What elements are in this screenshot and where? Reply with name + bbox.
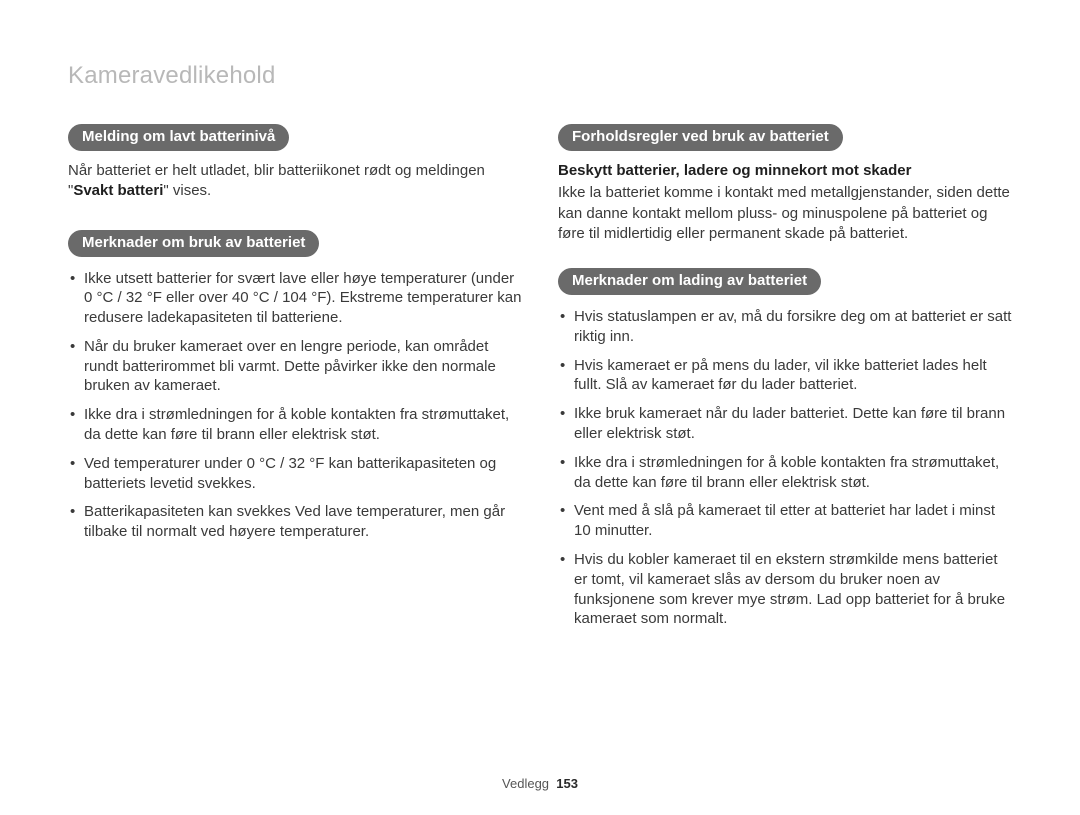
text-suffix: " vises. [163,182,211,199]
page-footer: Vedlegg 153 [0,776,1080,791]
list-item: Når du bruker kameraet over en lengre pe… [68,337,522,396]
badge-battery-use: Merknader om bruk av batteriet [68,230,319,257]
para-protect: Ikke la batteriet komme i kontakt med me… [558,183,1012,244]
section-battery-use-notes: Merknader om bruk av batteriet Ikke utse… [68,230,522,543]
list-item: Ikke bruk kameraet når du lader batterie… [558,404,1012,444]
page-title: Kameravedlikehold [68,62,1012,90]
page: Kameravedlikehold Melding om lavt batter… [0,0,1080,815]
list-item: Ikke dra i strømledningen for å koble ko… [68,405,522,445]
list-item: Ikke utsett batterier for svært lave ell… [68,269,522,328]
badge-precautions: Forholdsregler ved bruk av batteriet [558,124,843,151]
badge-charging: Merknader om lading av batteriet [558,268,821,295]
list-battery-use: Ikke utsett batterier for svært lave ell… [68,269,522,543]
list-item: Ikke dra i strømledningen for å koble ko… [558,453,1012,493]
section-low-battery: Melding om lavt batterinivå Når batterie… [68,124,522,202]
left-column: Melding om lavt batterinivå Når batterie… [68,124,522,649]
content-columns: Melding om lavt batterinivå Når batterie… [68,124,1012,649]
list-charging: Hvis statuslampen er av, må du forsikre … [558,307,1012,629]
list-item: Batterikapasiteten kan svekkes Ved lave … [68,502,522,542]
subhead-protect: Beskytt batterier, ladere og minnekort m… [558,161,1012,181]
footer-label: Vedlegg [502,776,549,791]
footer-page-number: 153 [556,776,578,791]
list-item: Ved temperaturer under 0 °C / 32 °F kan … [68,454,522,494]
right-column: Forholdsregler ved bruk av batteriet Bes… [558,124,1012,649]
list-item: Hvis statuslampen er av, må du forsikre … [558,307,1012,347]
section-precautions: Forholdsregler ved bruk av batteriet Bes… [558,124,1012,244]
para-low-battery: Når batteriet er helt utladet, blir batt… [68,161,522,202]
section-charging-notes: Merknader om lading av batteriet Hvis st… [558,268,1012,629]
list-item: Hvis kameraet er på mens du lader, vil i… [558,356,1012,396]
list-item: Hvis du kobler kameraet til en ekstern s… [558,550,1012,629]
text-bold: Svakt batteri [73,182,163,199]
list-item: Vent med å slå på kameraet til etter at … [558,501,1012,541]
badge-low-battery: Melding om lavt batterinivå [68,124,289,151]
